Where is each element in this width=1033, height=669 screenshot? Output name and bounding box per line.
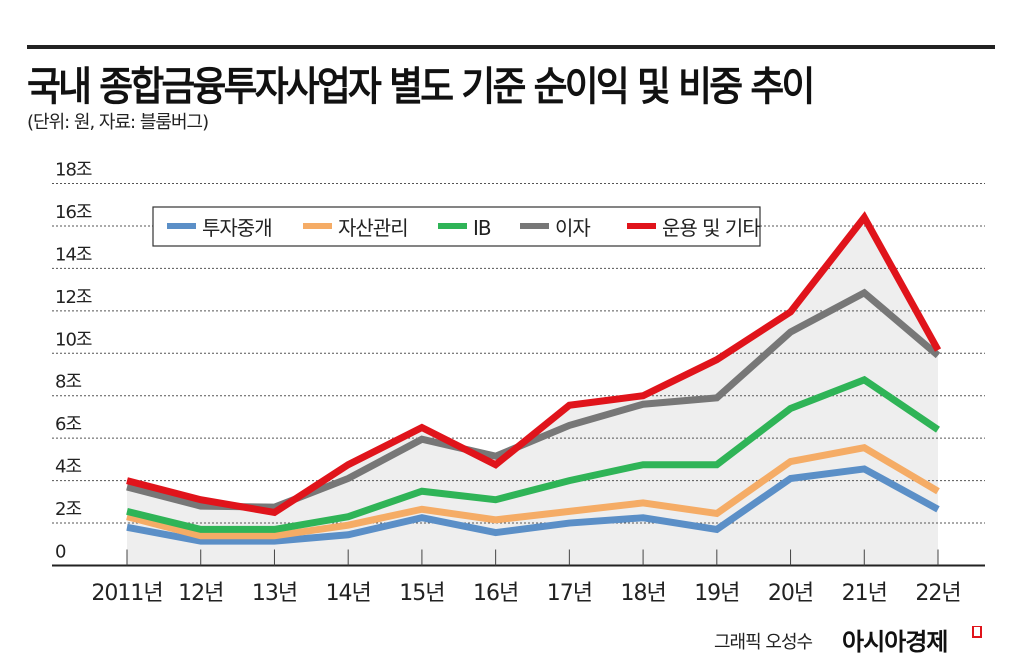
series-line-4 — [126, 211, 942, 517]
y-tick-label: 10조 — [55, 329, 92, 350]
x-tick-label: 18년 — [620, 581, 665, 606]
y-tick-label: 18조 — [55, 160, 92, 181]
x-tick-label: 22년 — [915, 581, 960, 606]
y-tick-label: 2조 — [55, 499, 81, 520]
legend-label: 자산관리 — [338, 216, 408, 240]
chart-subtitle: (단위: 원, 자료: 블룸버그) — [27, 112, 209, 133]
y-tick-label: 14조 — [55, 244, 92, 265]
x-tick-label: 16년 — [473, 581, 518, 606]
legend-label: 투자중개 — [202, 216, 272, 240]
y-tick-label: 16조 — [55, 202, 92, 223]
y-tick-label: 8조 — [55, 372, 81, 393]
legend-label: 이자 — [555, 216, 590, 240]
legend-label: 운용 및 기타 — [662, 216, 760, 240]
publisher-logo: 아시아경제 — [842, 628, 948, 656]
legend-swatch — [167, 223, 196, 229]
y-tick-label: 4조 — [55, 457, 81, 478]
legend-swatch — [303, 223, 332, 229]
y-tick-label: 12조 — [55, 287, 92, 308]
legend-swatch — [520, 223, 549, 229]
x-tick-label: 19년 — [694, 581, 739, 606]
logo-mark-icon — [972, 626, 982, 638]
y-tick-label: 0 — [55, 542, 66, 563]
legend-label: IB — [473, 216, 491, 240]
series-line-2 — [126, 375, 940, 533]
x-tick-label: 17년 — [547, 581, 592, 606]
y-tick-label: 6조 — [55, 414, 81, 435]
legend-swatch — [438, 223, 467, 229]
x-tick-label: 14년 — [326, 581, 371, 606]
series-line-1 — [126, 444, 940, 540]
x-tick-label: 2011년 — [91, 581, 162, 606]
x-tick-label: 12년 — [178, 581, 223, 606]
x-tick-label: 20년 — [768, 581, 813, 606]
x-tick-label: 13년 — [252, 581, 297, 606]
x-tick-label: 21년 — [842, 581, 887, 606]
graphic-credit: 그래픽 오성수 — [714, 632, 813, 653]
series-line-0 — [126, 465, 940, 545]
legend-swatch — [627, 223, 656, 229]
chart-title: 국내 종합금융투자사업자 별도 기준 순이익 및 비중 추이 — [27, 64, 815, 110]
title-rule — [27, 45, 995, 49]
x-tick-label: 15년 — [399, 581, 444, 606]
